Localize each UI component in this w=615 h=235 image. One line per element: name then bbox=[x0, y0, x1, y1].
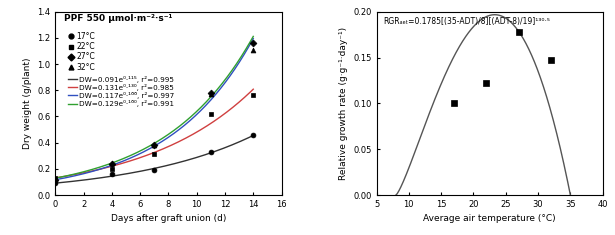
X-axis label: Days after graft union (d): Days after graft union (d) bbox=[111, 215, 226, 223]
Text: RGRₐₑₜ=0.1785[(35-ADT)/8][(ADT-8)/19]¹³⁰·⁵: RGRₐₑₜ=0.1785[(35-ADT)/8][(ADT-8)/19]¹³⁰… bbox=[383, 17, 550, 26]
Text: PPF 550 μmol·m⁻²·s⁻¹: PPF 550 μmol·m⁻²·s⁻¹ bbox=[65, 15, 173, 24]
Y-axis label: Relative growth rate (g·g⁻¹·day⁻¹): Relative growth rate (g·g⁻¹·day⁻¹) bbox=[339, 27, 347, 180]
Legend: DW=0.091e⁰·¹¹⁵, r²=0.995, DW=0.131e⁰·¹³⁰, r²=0.985, DW=0.117e⁰·¹⁶⁶, r²=0.997, DW: DW=0.091e⁰·¹¹⁵, r²=0.995, DW=0.131e⁰·¹³⁰… bbox=[68, 76, 174, 107]
Y-axis label: Dry weight (g/plant): Dry weight (g/plant) bbox=[23, 58, 32, 149]
X-axis label: Average air temperature (°C): Average air temperature (°C) bbox=[423, 215, 556, 223]
